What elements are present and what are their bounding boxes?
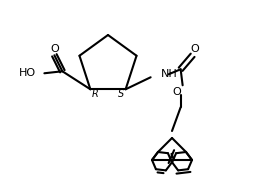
Text: S: S xyxy=(117,89,124,99)
Text: O: O xyxy=(172,87,181,97)
Text: HO: HO xyxy=(19,68,36,78)
Text: R: R xyxy=(92,89,99,99)
Text: O: O xyxy=(50,44,59,54)
Text: O: O xyxy=(190,44,199,54)
Text: NH: NH xyxy=(161,69,177,79)
